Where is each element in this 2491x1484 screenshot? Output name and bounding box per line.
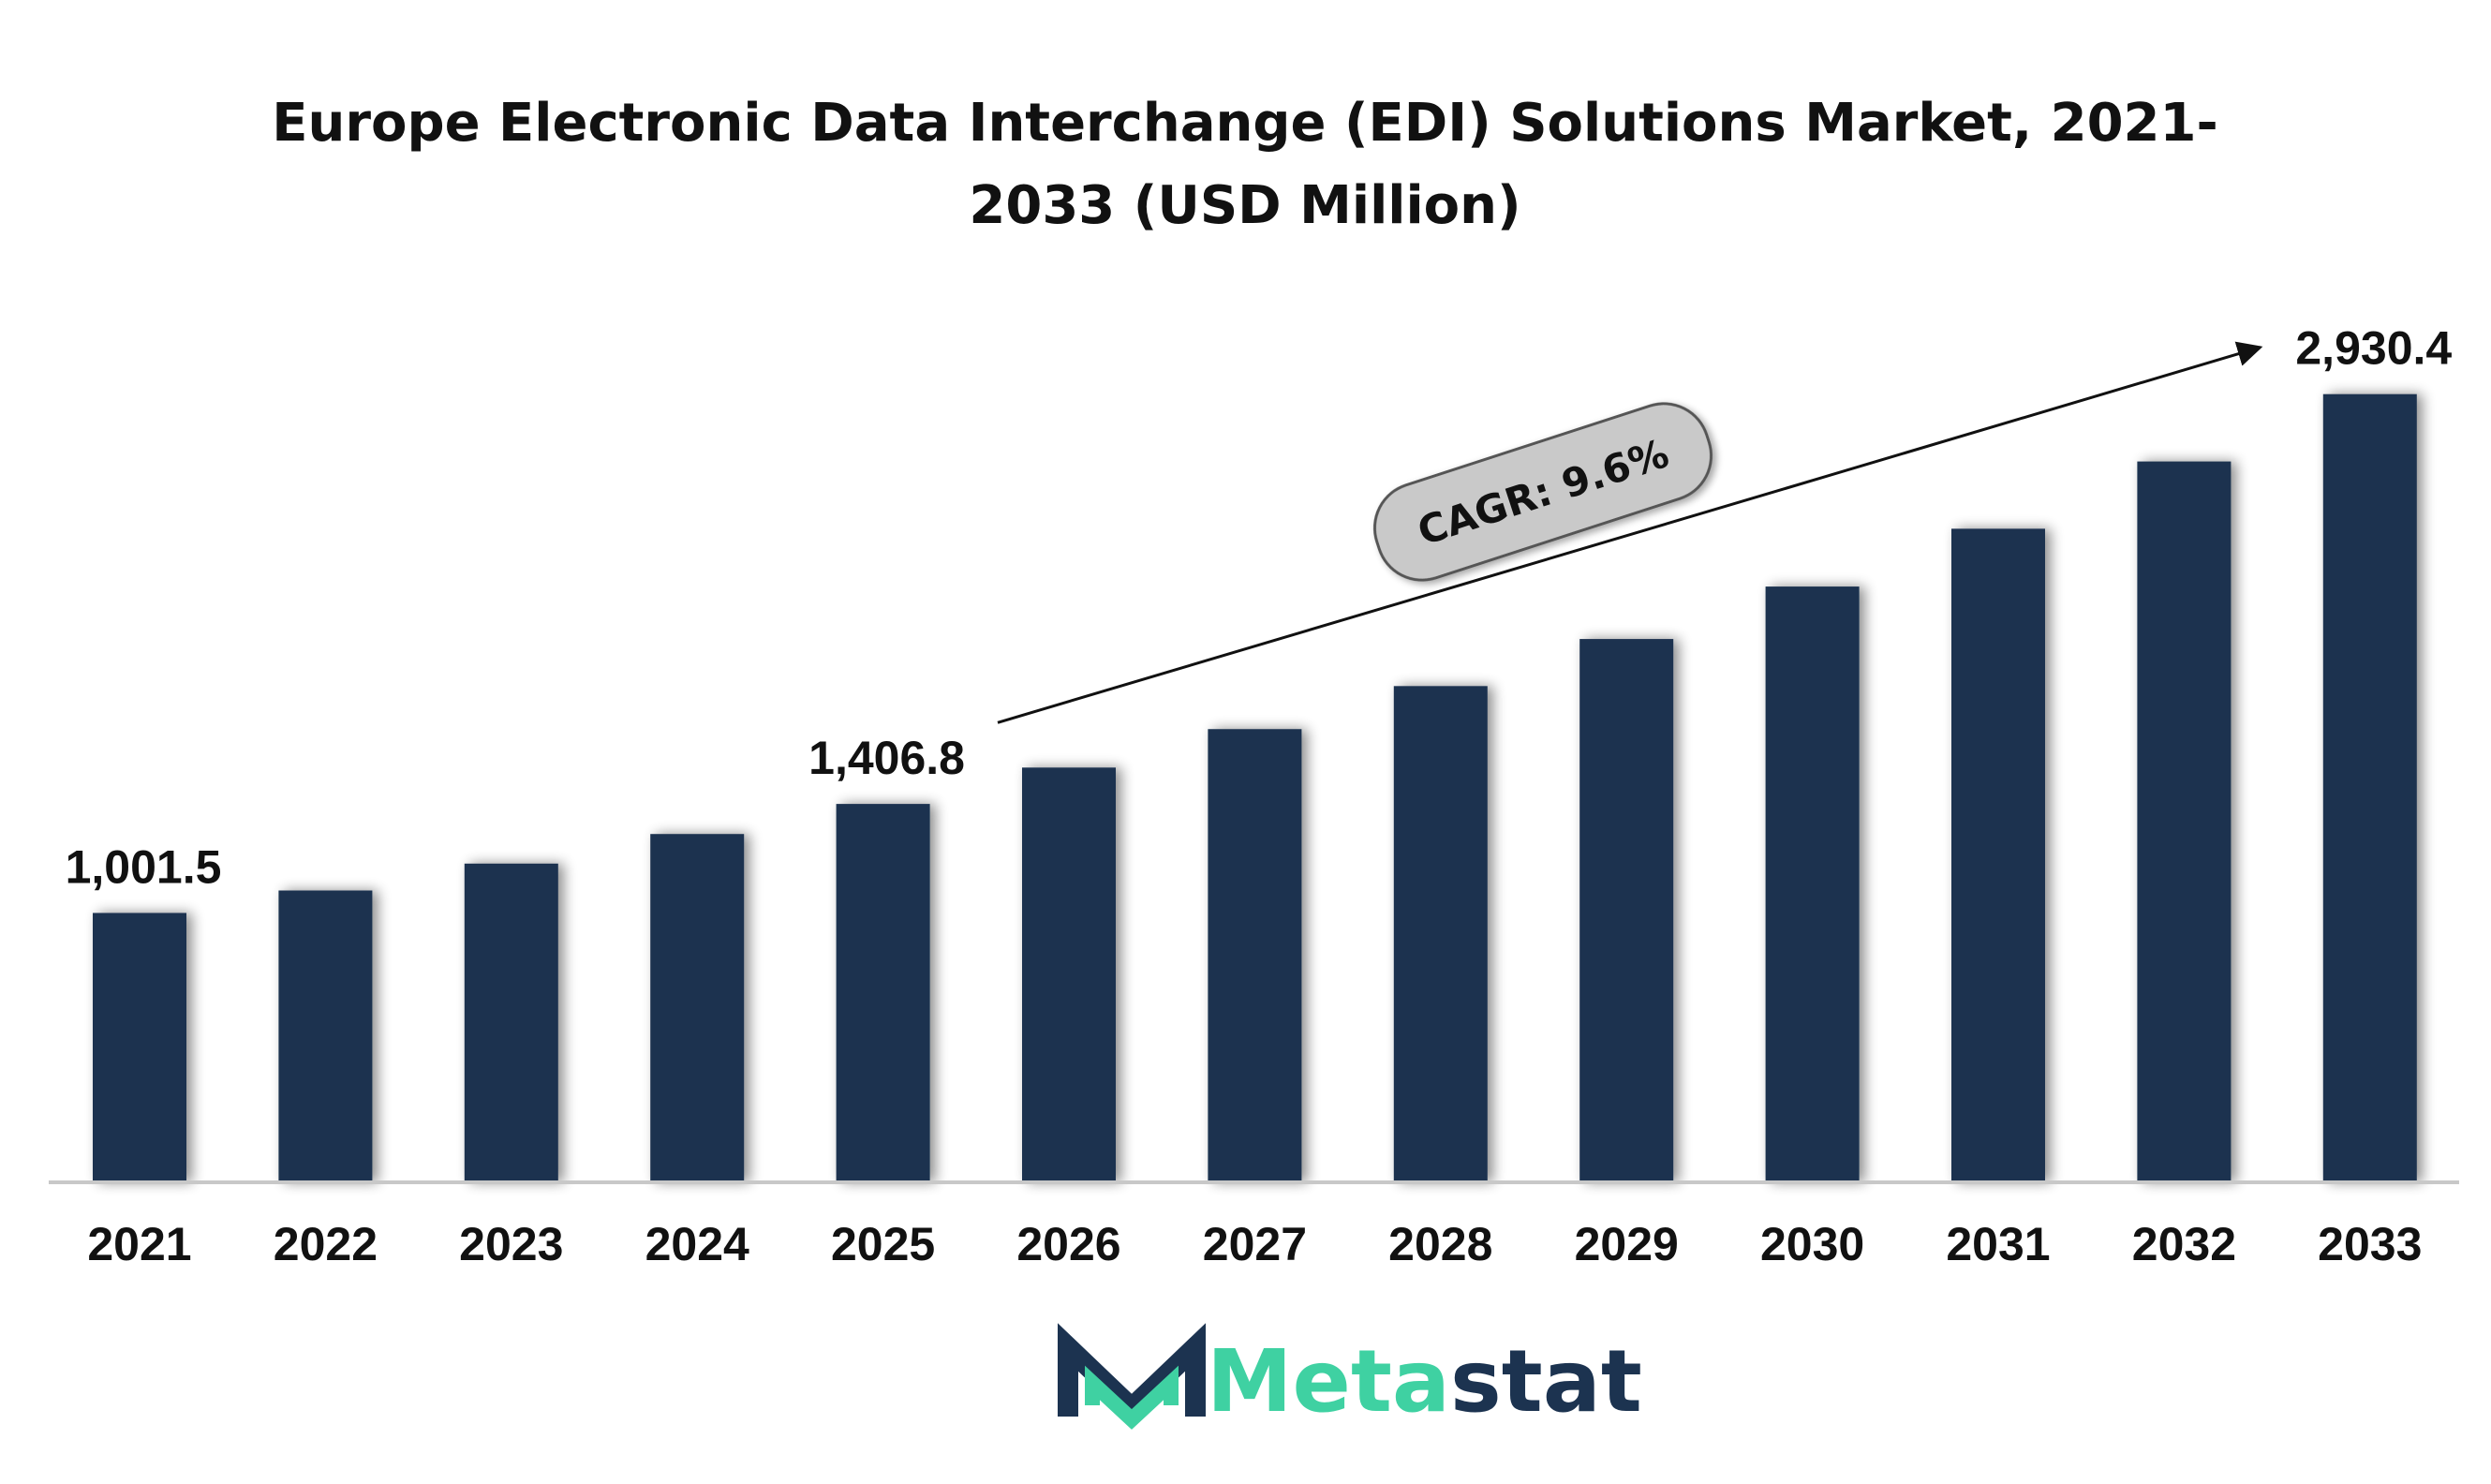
- metastat-logo: Metastat: [1058, 1323, 1642, 1432]
- logo-wordmark: Metastat: [1207, 1331, 1642, 1432]
- data-label-2025: 1,406.8: [808, 732, 965, 784]
- bar-2024: [650, 834, 745, 1182]
- x-tick-label-2030: 2030: [1760, 1218, 1864, 1270]
- bars-group: [93, 393, 2417, 1182]
- metastat-m-logo-icon: [1058, 1323, 1206, 1430]
- x-tick-label-2025: 2025: [831, 1218, 935, 1270]
- x-tick-label-2032: 2032: [2132, 1218, 2236, 1270]
- x-tick-label-2024: 2024: [645, 1218, 749, 1270]
- x-tick-label-2028: 2028: [1388, 1218, 1492, 1270]
- x-tick-label-2031: 2031: [1946, 1218, 2050, 1270]
- bar-2022: [278, 890, 373, 1182]
- bar-2026: [1022, 767, 1116, 1182]
- x-tick-label-2022: 2022: [274, 1218, 378, 1270]
- bar-2029: [1579, 639, 1674, 1182]
- bar-2021: [93, 913, 186, 1182]
- data-label-2021: 1,001.5: [66, 840, 222, 893]
- bar-2023: [464, 863, 558, 1182]
- cagr-arrow: [997, 341, 2263, 724]
- bar-2032: [2137, 461, 2232, 1182]
- bar-2030: [1765, 586, 1860, 1182]
- logo-suffix: stat: [1450, 1331, 1642, 1432]
- bar-2028: [1393, 686, 1488, 1182]
- x-tick-label-2023: 2023: [459, 1218, 563, 1270]
- bar-2033: [2322, 393, 2417, 1182]
- logo-prefix: Meta: [1207, 1331, 1450, 1432]
- x-tick-labels: 2021 2022 2023 2024 2025 2026 2027 2028 2029 2030…: [87, 1218, 2422, 1270]
- x-tick-label-2029: 2029: [1575, 1218, 1679, 1270]
- data-label-2033: 2,930.4: [2295, 322, 2452, 375]
- x-tick-label-2026: 2026: [1016, 1218, 1120, 1270]
- chart-title-line-1: Europe Electronic Data Interchange (EDI)…: [272, 93, 2217, 154]
- bar-2027: [1208, 729, 1302, 1182]
- data-labels: 1,001.5 1,406.8 2,930.4: [66, 322, 2453, 894]
- x-tick-label-2027: 2027: [1203, 1218, 1307, 1270]
- chart-title-line-2: 2033 (USD Million): [969, 175, 1520, 236]
- x-tick-label-2033: 2033: [2318, 1218, 2422, 1270]
- x-tick-label-2021: 2021: [87, 1218, 191, 1270]
- bar-2031: [1951, 528, 2045, 1182]
- bar-2025: [836, 804, 930, 1182]
